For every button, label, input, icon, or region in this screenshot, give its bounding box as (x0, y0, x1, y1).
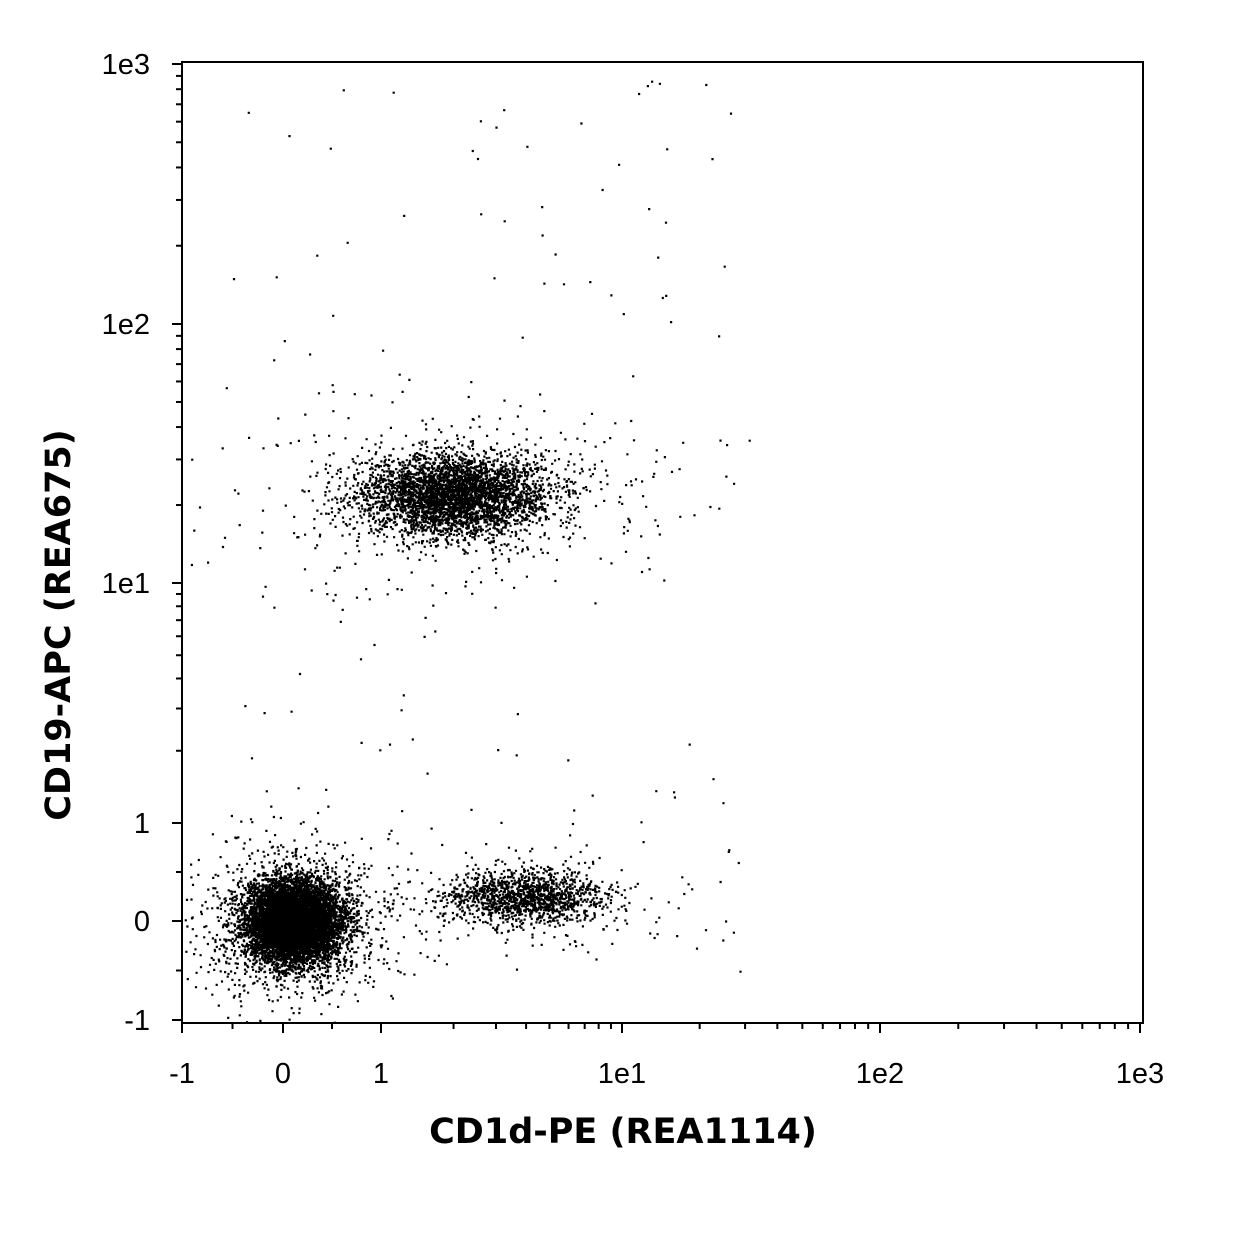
y-tick-label: 1e2 (102, 309, 150, 341)
y-axis-title: CD19-APC (REA675) (39, 429, 79, 821)
y-tick-label: 0 (134, 906, 150, 938)
x-tick-label: 1e3 (1116, 1058, 1164, 1090)
y-tick-label: 1 (134, 808, 150, 840)
plot-frame (181, 61, 1144, 1024)
event-dots (184, 80, 751, 1024)
x-tick-label: -1 (169, 1058, 195, 1090)
x-tick-label: 1e2 (856, 1058, 904, 1090)
scatter-points (184, 80, 751, 1024)
y-tick-label: 1e3 (102, 49, 150, 81)
y-tick-labels: -1 0 1 1e1 1e2 1e3 (102, 49, 150, 1037)
y-tick-label: -1 (124, 1005, 150, 1037)
x-tick-label: 0 (275, 1058, 291, 1090)
y-tick-label: 1e1 (102, 568, 150, 600)
x-tick-label: 1 (373, 1058, 389, 1090)
x-tick-label: 1e1 (598, 1058, 646, 1090)
x-axis-title: CD1d-PE (REA1114) (429, 1112, 817, 1152)
x-tick-labels: -1 0 1 1e1 1e2 1e3 (169, 1058, 1164, 1090)
axis-ticks (172, 63, 1141, 1033)
